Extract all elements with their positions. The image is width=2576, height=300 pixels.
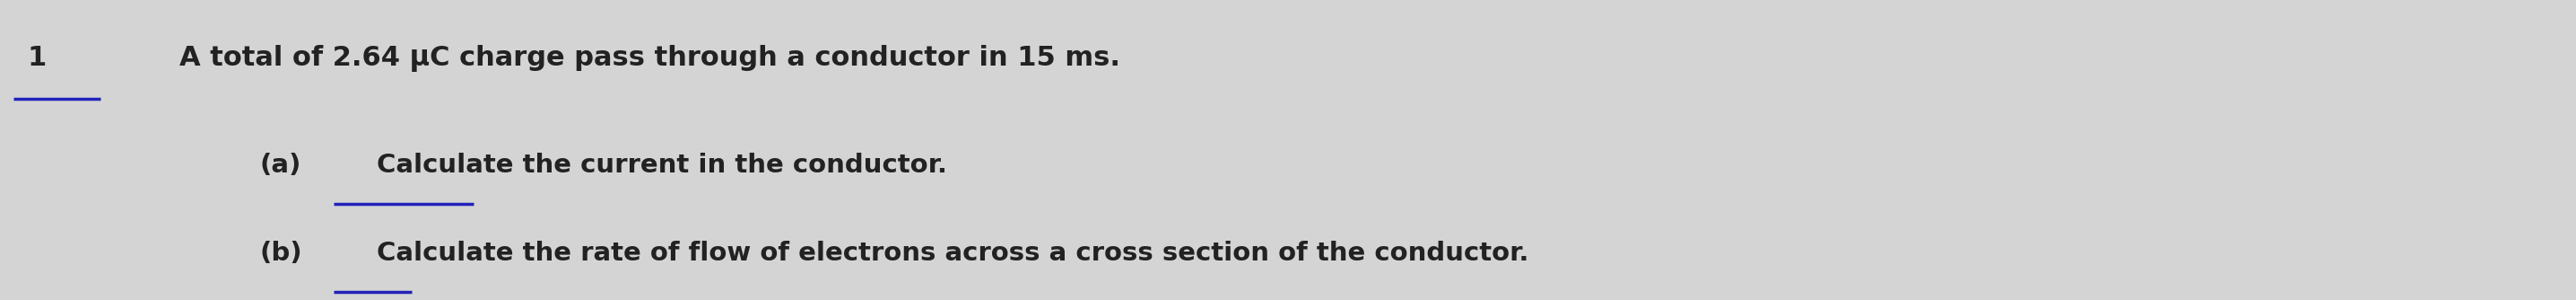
Text: (b): (b) bbox=[260, 241, 304, 266]
Text: Calculate the rate of flow of electrons across a cross section of the conductor.: Calculate the rate of flow of electrons … bbox=[376, 241, 1528, 266]
Text: 1: 1 bbox=[26, 45, 46, 71]
Text: A total of 2.64 μC charge pass through a conductor in 15 ms.: A total of 2.64 μC charge pass through a… bbox=[180, 45, 1121, 72]
Text: Calculate the current in the conductor.: Calculate the current in the conductor. bbox=[376, 153, 948, 178]
Text: (a): (a) bbox=[260, 153, 301, 178]
